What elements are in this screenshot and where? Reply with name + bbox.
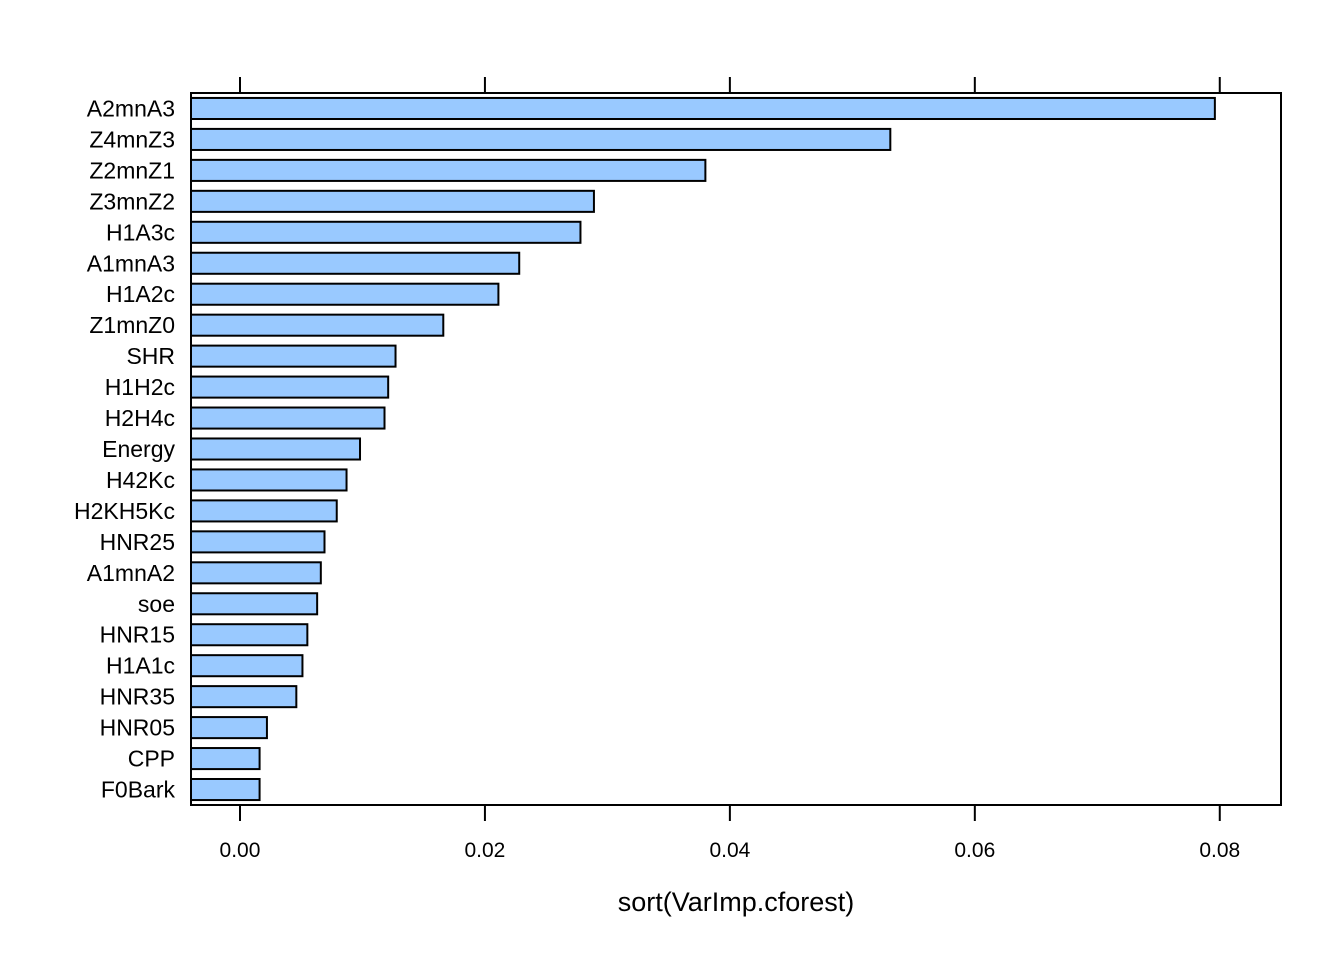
bar-soe [190,592,319,616]
category-label: HNR05 [100,715,175,741]
category-labels: A2mnA3 Z4mnZ3 Z2mnZ1 Z3mnZ2 H1A3c A1mnA3 H1A2c… [74,95,175,802]
ticks-layer [238,77,1221,821]
category-label: Z3mnZ2 [89,188,175,214]
bar-H1A2c [190,282,500,306]
bar-HNR25 [190,530,326,554]
bar-H1H2c [190,375,390,399]
bar-F0Bark [190,777,261,802]
bar-HNR15 [190,623,309,647]
category-label: Z2mnZ1 [89,157,175,183]
category-label: H1A1c [106,653,175,679]
category-label: soe [138,591,175,617]
bar-HNR05 [190,716,268,740]
category-label: F0Bark [101,777,176,803]
bar-A1mnA2 [190,561,322,585]
category-label: H1A2c [106,281,175,307]
category-label: A2mnA3 [87,95,175,121]
category-label: H1A3c [106,219,175,245]
bars-layer [190,96,1216,802]
category-label: CPP [128,746,175,772]
x-tick-label: 0.00 [220,839,261,862]
category-label: H2H4c [105,405,175,431]
bar-Z1mnZ0 [190,313,445,337]
bar-CPP [190,747,261,771]
bar-H2KH5Kc [190,499,338,523]
x-tick-label: 0.08 [1199,839,1240,862]
tick-labels: 0.00 0.02 0.04 0.06 0.08 [220,839,1241,862]
plot-frame [190,92,1282,806]
bar-H2H4c [190,406,386,430]
category-label: Z4mnZ3 [89,126,175,152]
category-label: HNR35 [100,684,175,710]
category-label: A1mnA2 [87,560,175,586]
bar-SHR [190,344,397,368]
bar-HNR35 [190,685,298,709]
bar-Z4mnZ3 [190,127,892,151]
bar-H1A1c [190,654,304,678]
category-label: SHR [126,343,175,369]
category-label: Z1mnZ0 [89,312,175,338]
x-tick-label: 0.02 [464,839,505,862]
category-label: HNR25 [100,529,175,555]
bar-Energy [190,437,362,461]
category-label: H2KH5Kc [74,498,175,524]
x-tick-label: 0.06 [954,839,995,862]
category-label: H1H2c [105,374,175,400]
bar-Z3mnZ2 [190,189,595,213]
bar-Z2mnZ1 [190,158,707,182]
category-label: A1mnA3 [87,250,175,276]
bar-H1A3c [190,220,582,244]
bar-A1mnA3 [190,251,521,275]
x-axis-title: sort(VarImp.cforest) [618,887,855,917]
category-label: Energy [102,436,175,462]
category-label: H42Kc [106,467,175,493]
category-label: HNR15 [100,622,175,648]
bar-A2mnA3 [190,96,1216,121]
x-tick-label: 0.04 [709,839,750,862]
bar-H42Kc [190,468,348,492]
